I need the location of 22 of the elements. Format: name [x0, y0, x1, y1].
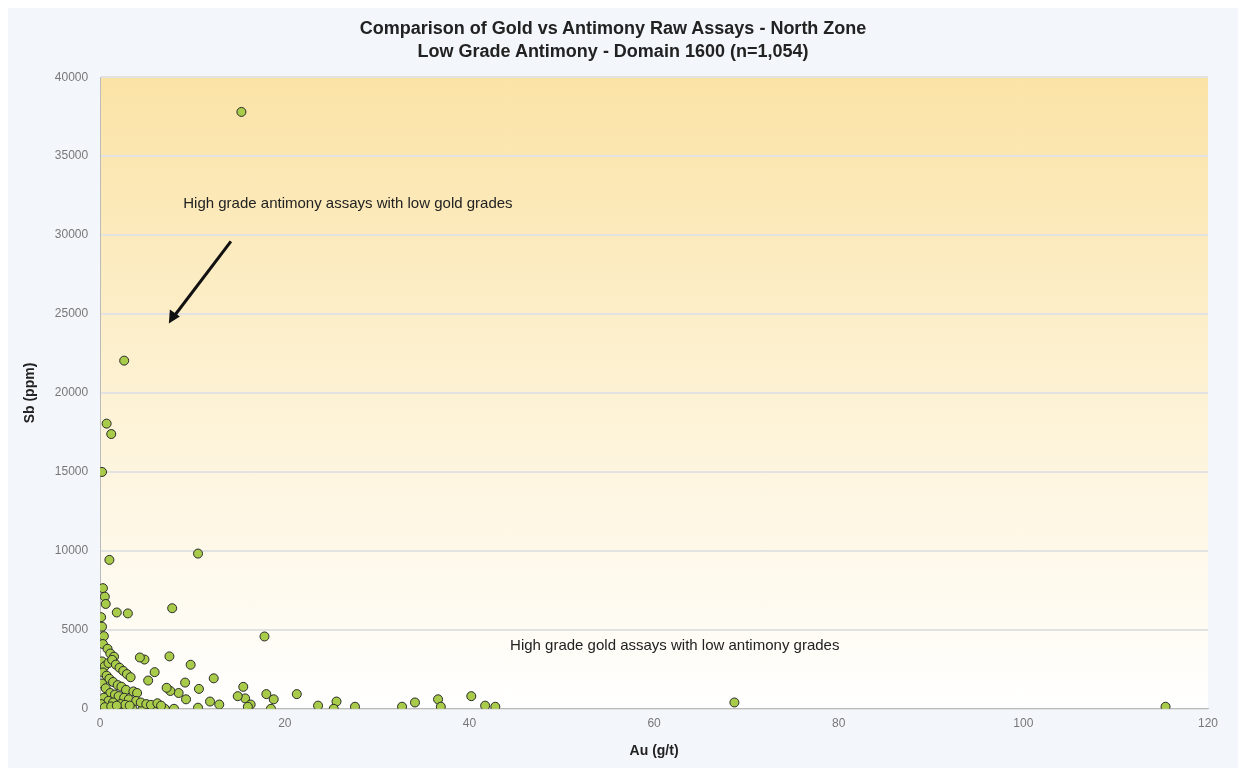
y-tick-label: 30000	[54, 227, 89, 242]
x-axis-title: Au (g/t)	[629, 742, 679, 759]
annotation: High grade gold assays with low antimony grades	[510, 635, 840, 653]
y-tick-label: 25000	[54, 306, 89, 321]
x-tick-label: 100	[1013, 716, 1034, 731]
x-tick-label: 20	[278, 716, 292, 731]
x-tick-label: 120	[1197, 716, 1219, 731]
y-tick-label: 40000	[54, 69, 89, 84]
y-tick-label: 10000	[54, 543, 89, 558]
annotation: High grade antimony assays with low gold grades	[183, 193, 513, 211]
y-tick-label: 15000	[54, 464, 89, 479]
y-tick-label: 0	[81, 701, 89, 716]
x-tick-label: 60	[647, 716, 662, 731]
chart-title: Comparison of Gold vs Antimony Raw Assays - North Zone	[359, 17, 867, 38]
x-tick-label: 80	[832, 716, 846, 731]
y-tick-label: 5000	[61, 622, 89, 637]
x-tick-label: 40	[462, 716, 477, 731]
x-tick-label: 0	[96, 716, 104, 731]
y-tick-label: 35000	[54, 148, 89, 163]
y-tick-label: 20000	[54, 385, 89, 400]
y-axis-title: Sb (ppm)	[21, 362, 38, 424]
chart-subtitle: Low Grade Antimony - Domain 1600 (n=1,054)	[417, 41, 809, 62]
